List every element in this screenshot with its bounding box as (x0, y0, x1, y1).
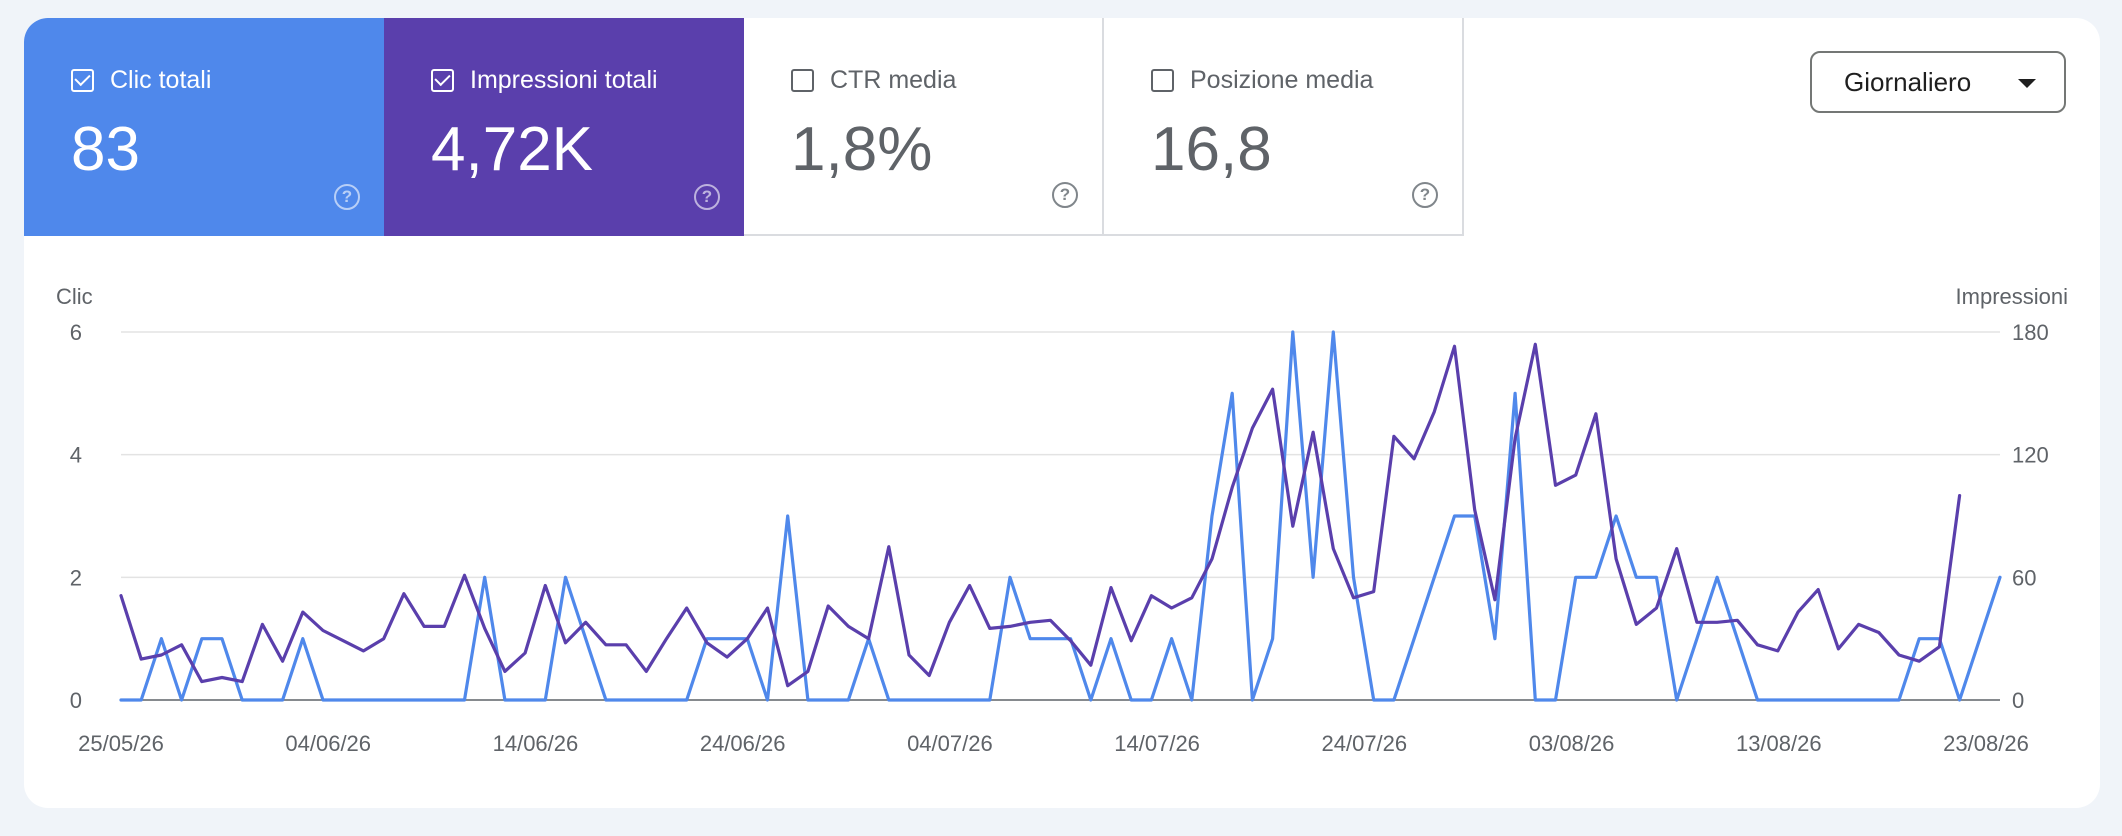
series-line-impressions (119, 342, 1962, 688)
y-tick-label-left: 2 (70, 565, 82, 590)
metric-label: Clic totali (110, 66, 212, 94)
checkbox-checked-icon[interactable] (431, 69, 454, 92)
x-tick-label: 24/07/26 (1322, 731, 1408, 756)
granularity-value: Giornaliero (1844, 66, 1972, 97)
metric-value: 16,8 (1151, 115, 1272, 184)
y-tick-label-left: 6 (70, 320, 82, 345)
y-axis-label-right: Impressioni (1956, 284, 2068, 309)
y-tick-label-left: 4 (70, 443, 82, 468)
metric-card-impressions[interactable]: Impressioni totali 4,72K ? (384, 18, 744, 236)
help-icon[interactable]: ? (1412, 182, 1438, 208)
y-axis-label-left: Clic (56, 284, 93, 309)
y-tick-label-right: 120 (2012, 443, 2049, 468)
checkbox-unchecked-icon[interactable] (791, 69, 814, 92)
caret-down-icon (2018, 79, 2036, 88)
y-tick-label-left: 0 (70, 688, 82, 713)
checkbox-unchecked-icon[interactable] (1151, 69, 1174, 92)
x-tick-label: 23/08/26 (1943, 731, 2029, 756)
x-tick-label: 14/06/26 (493, 731, 579, 756)
x-tick-label: 14/07/26 (1114, 731, 1200, 756)
grid-lines (121, 331, 2000, 701)
metric-card-ctr[interactable]: CTR media 1,8% ? (744, 18, 1104, 236)
x-tick-label: 04/07/26 (907, 731, 993, 756)
metric-card-position[interactable]: Posizione media 16,8 ? (1104, 18, 1464, 236)
metric-cards: Clic totali 83 ? Impressioni totali 4,72… (24, 18, 1464, 236)
y-tick-label-right: 180 (2012, 320, 2049, 345)
help-icon[interactable]: ? (1052, 182, 1078, 208)
metric-value: 4,72K (431, 115, 594, 184)
x-tick-label: 04/06/26 (285, 731, 371, 756)
granularity-dropdown[interactable]: Giornaliero (1810, 51, 2066, 113)
metric-label: CTR media (830, 66, 957, 94)
x-tick-label: 24/06/26 (700, 731, 786, 756)
x-tick-label: 03/08/26 (1529, 731, 1615, 756)
x-tick-label: 13/08/26 (1736, 731, 1822, 756)
performance-panel: Clic totali 83 ? Impressioni totali 4,72… (24, 18, 2100, 808)
metric-label: Impressioni totali (470, 66, 658, 94)
checkbox-checked-icon[interactable] (71, 69, 94, 92)
metric-card-clicks[interactable]: Clic totali 83 ? (24, 18, 384, 236)
y-tick-label-right: 0 (2012, 688, 2024, 713)
x-ticks: 25/05/26 04/06/26 14/06/26 24/06/26 04/07/26… (78, 731, 2029, 756)
help-icon[interactable]: ? (694, 184, 720, 210)
metric-value: 1,8% (791, 115, 933, 184)
y-tick-label-right: 60 (2012, 565, 2036, 590)
metric-label: Posizione media (1190, 66, 1374, 94)
series-lines (119, 330, 2002, 702)
series-line-clicks (119, 330, 2002, 702)
help-icon[interactable]: ? (334, 184, 360, 210)
x-tick-label: 25/05/26 (78, 731, 164, 756)
metric-value: 83 (71, 115, 140, 184)
